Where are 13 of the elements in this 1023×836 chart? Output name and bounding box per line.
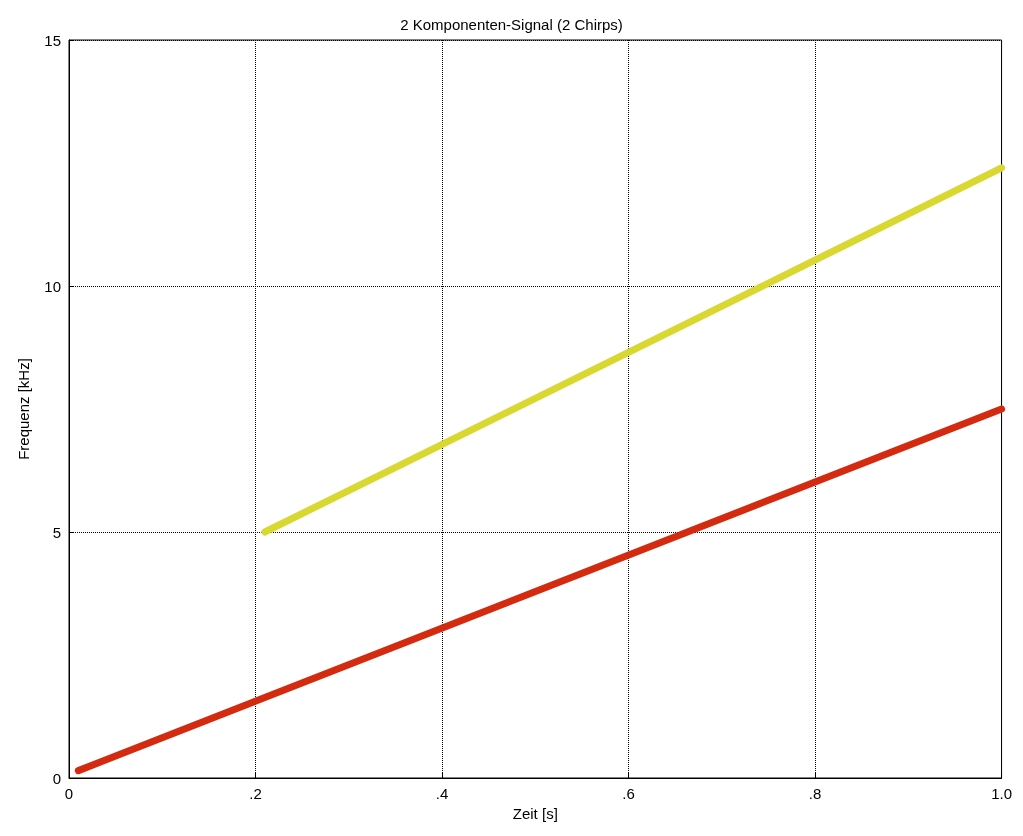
- y-tick-label: 5: [52, 523, 61, 541]
- x-tick-label: .6: [622, 785, 635, 802]
- x-tick-label: .8: [808, 785, 822, 802]
- chart-title: 2 Komponenten-Signal (2 Chirps): [400, 16, 623, 33]
- y-axis-title: Frequenz [kHz]: [15, 358, 32, 460]
- x-tick-label: 1.0: [991, 785, 1012, 802]
- x-tick-label: .2: [249, 785, 262, 802]
- y-tick-label: 15: [44, 31, 61, 49]
- x-tick-label: 0: [64, 785, 74, 802]
- y-tick-label: 0: [52, 769, 61, 787]
- y-tick-label: 10: [44, 277, 61, 295]
- x-axis-title: Zeit [s]: [512, 804, 558, 822]
- x-tick-label: .4: [435, 785, 449, 802]
